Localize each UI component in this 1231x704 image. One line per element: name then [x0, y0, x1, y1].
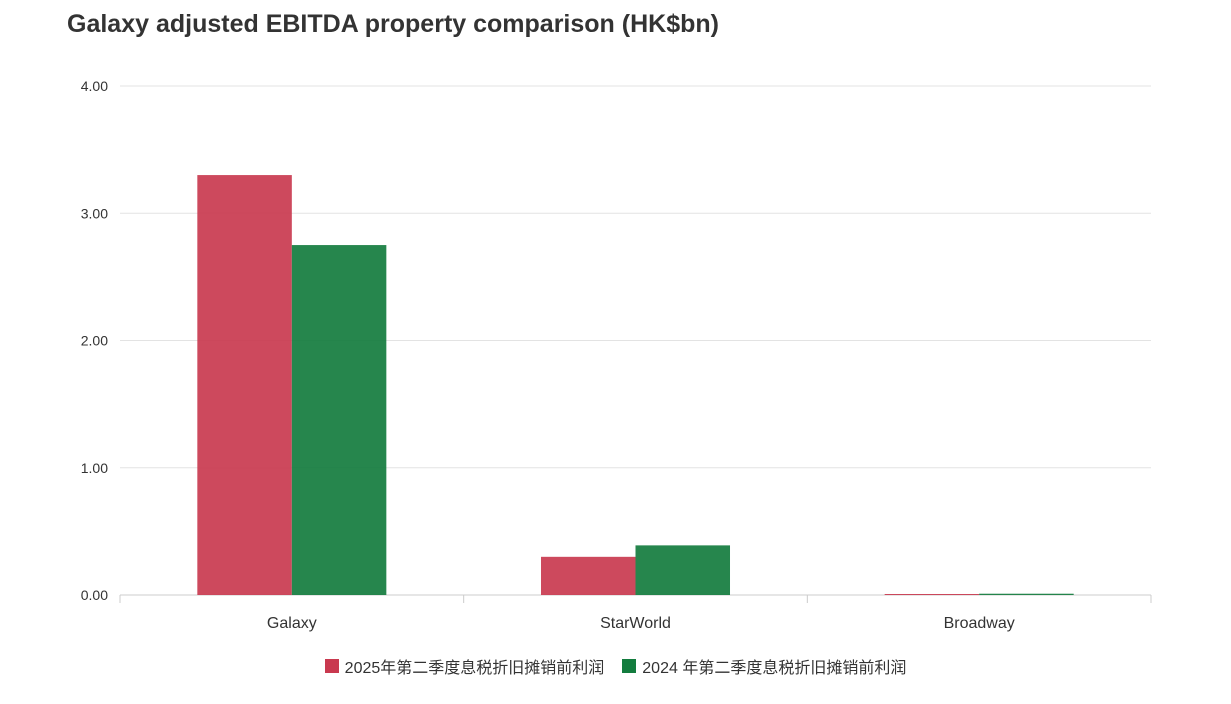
y-tick-label: 2.00: [81, 333, 108, 349]
bar-starworld-series-1: [635, 545, 731, 595]
y-tick-label: 4.00: [81, 78, 108, 94]
x-category-label: StarWorld: [600, 615, 671, 632]
bar-starworld-series-0: [540, 556, 636, 595]
bar-broadway-series-0: [884, 594, 980, 595]
y-tick-label: 0.00: [81, 587, 108, 603]
legend-label-2025: 2025年第二季度息税折旧摊销前利润: [344, 660, 605, 677]
legend-swatch-2025: [324, 659, 339, 673]
bar-galaxy-series-1: [291, 245, 387, 595]
legend: 2025年第二季度息税折旧摊销前利润 2024 年第二季度息税折旧摊销前利润: [0, 654, 1231, 678]
legend-item-2025[interactable]: 2025年第二季度息税折旧摊销前利润: [324, 654, 605, 678]
legend-label-2024: 2024 年第二季度息税折旧摊销前利润: [642, 660, 907, 677]
legend-swatch-2024: [622, 659, 637, 673]
x-category-label: Galaxy: [267, 615, 317, 632]
y-tick-label: 3.00: [81, 205, 108, 221]
bar-galaxy-series-0: [197, 175, 292, 595]
legend-item-2024[interactable]: 2024 年第二季度息税折旧摊销前利润: [622, 654, 906, 678]
y-tick-label: 1.00: [81, 460, 108, 476]
x-category-label: Broadway: [944, 615, 1015, 632]
bar-broadway-series-1: [979, 593, 1074, 595]
chart-title: Galaxy adjusted EBITDA property comparis…: [67, 10, 719, 38]
